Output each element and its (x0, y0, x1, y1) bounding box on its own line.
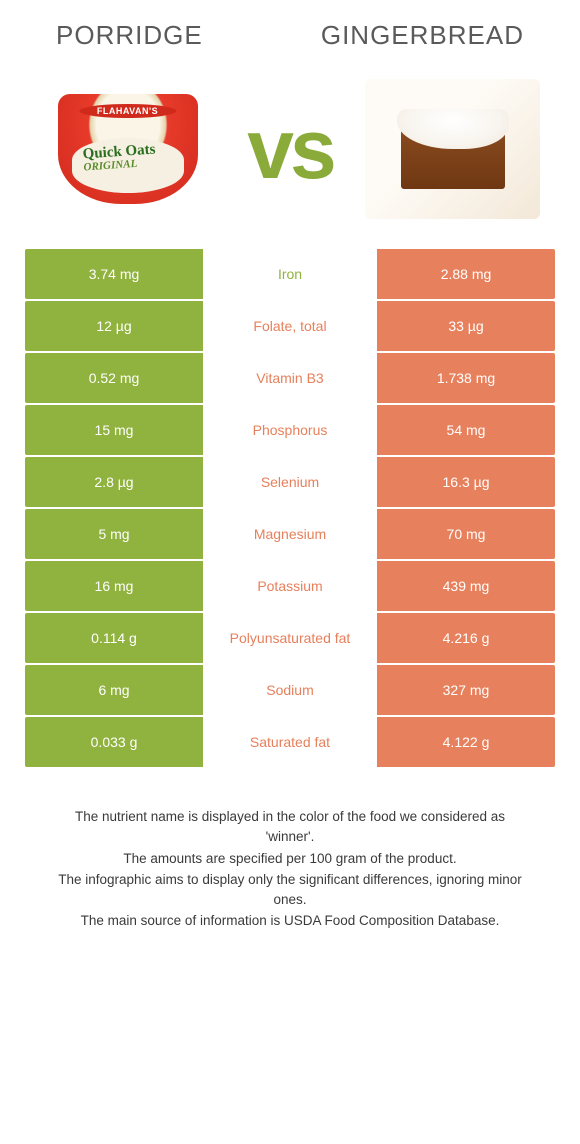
left-food-title: Porridge (56, 20, 203, 51)
right-value: 1.738 mg (377, 353, 555, 403)
oats-brand-text: FLAHAVAN'S (79, 104, 176, 118)
oats-cup-illustration: FLAHAVAN'S Quick Oats ORIGINAL (58, 94, 198, 204)
right-food-title: Gingerbread (321, 20, 524, 51)
left-value: 15 mg (25, 405, 203, 455)
nutrient-row: 16 mgPotassium439 mg (25, 561, 555, 611)
nutrient-label: Phosphorus (203, 405, 377, 455)
nutrient-label: Selenium (203, 457, 377, 507)
right-value: 54 mg (377, 405, 555, 455)
left-value: 2.8 µg (25, 457, 203, 507)
gingerbread-illustration (393, 99, 513, 199)
left-value: 0.52 mg (25, 353, 203, 403)
nutrient-row: 0.52 mgVitamin B31.738 mg (25, 353, 555, 403)
left-value: 0.114 g (25, 613, 203, 663)
nutrient-label: Folate, total (203, 301, 377, 351)
right-value: 16.3 µg (377, 457, 555, 507)
footer-line: The nutrient name is displayed in the co… (54, 807, 526, 848)
left-value: 5 mg (25, 509, 203, 559)
nutrient-row: 0.033 gSaturated fat4.122 g (25, 717, 555, 767)
nutrient-label: Saturated fat (203, 717, 377, 767)
nutrient-row: 15 mgPhosphorus54 mg (25, 405, 555, 455)
oats-label-bottom: Oats (125, 141, 156, 159)
left-value: 6 mg (25, 665, 203, 715)
nutrient-label: Sodium (203, 665, 377, 715)
porridge-image: FLAHAVAN'S Quick Oats ORIGINAL (40, 79, 215, 219)
nutrient-row: 6 mgSodium327 mg (25, 665, 555, 715)
nutrient-row: 3.74 mgIron2.88 mg (25, 249, 555, 299)
right-value: 4.216 g (377, 613, 555, 663)
left-value: 12 µg (25, 301, 203, 351)
right-value: 439 mg (377, 561, 555, 611)
right-value: 327 mg (377, 665, 555, 715)
right-value: 70 mg (377, 509, 555, 559)
footer-line: The infographic aims to display only the… (54, 870, 526, 911)
right-value: 33 µg (377, 301, 555, 351)
right-value: 2.88 mg (377, 249, 555, 299)
images-row: FLAHAVAN'S Quick Oats ORIGINAL vs (24, 79, 556, 219)
vs-label: vs (247, 107, 332, 191)
left-value: 0.033 g (25, 717, 203, 767)
nutrient-row: 5 mgMagnesium70 mg (25, 509, 555, 559)
footer-line: The main source of information is USDA F… (54, 911, 526, 931)
nutrient-table: 3.74 mgIron2.88 mg12 µgFolate, total33 µ… (25, 249, 555, 767)
nutrient-label: Iron (203, 249, 377, 299)
oats-label: Quick Oats ORIGINAL (82, 142, 157, 173)
nutrient-label: Vitamin B3 (203, 353, 377, 403)
left-value: 3.74 mg (25, 249, 203, 299)
nutrient-label: Magnesium (203, 509, 377, 559)
right-value: 4.122 g (377, 717, 555, 767)
footer-notes: The nutrient name is displayed in the co… (24, 807, 556, 932)
footer-line: The amounts are specified per 100 gram o… (54, 849, 526, 869)
nutrient-label: Potassium (203, 561, 377, 611)
nutrient-row: 0.114 gPolyunsaturated fat4.216 g (25, 613, 555, 663)
header: Porridge Gingerbread (24, 20, 556, 51)
left-value: 16 mg (25, 561, 203, 611)
nutrient-row: 2.8 µgSelenium16.3 µg (25, 457, 555, 507)
gingerbread-image (365, 79, 540, 219)
nutrient-row: 12 µgFolate, total33 µg (25, 301, 555, 351)
nutrient-label: Polyunsaturated fat (203, 613, 377, 663)
